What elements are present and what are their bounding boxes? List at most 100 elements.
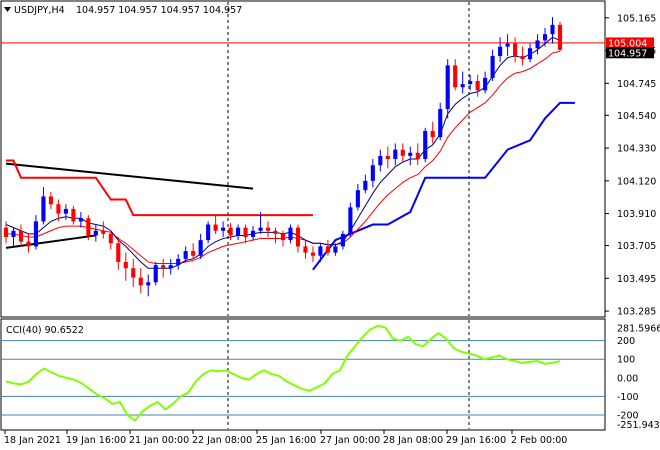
- stop-lines: [6, 101, 575, 271]
- candle-body: [273, 230, 278, 234]
- cci-panel-frame: [0, 318, 606, 431]
- candle-body: [527, 48, 533, 60]
- candle-body: [86, 218, 91, 236]
- candle-body: [415, 152, 420, 159]
- candle-body: [363, 180, 368, 191]
- time-tick-label: 19 Jan 16:00: [66, 435, 126, 446]
- time-tick-label: 21 Jan 00:00: [129, 435, 189, 446]
- candle-body: [393, 149, 398, 159]
- candle-body: [198, 240, 203, 256]
- main-panel-frame: [0, 0, 606, 318]
- candle-body: [520, 56, 525, 60]
- candle-body: [221, 227, 226, 231]
- candle-body: [153, 265, 158, 283]
- candle-body: [161, 265, 166, 269]
- candle-body: [310, 252, 316, 256]
- candle-body: [355, 190, 360, 208]
- cci-tick-label: 200: [617, 336, 635, 347]
- candle-body: [498, 46, 503, 57]
- time-tick-label: 22 Jan 08:00: [192, 435, 252, 446]
- candle-body: [513, 43, 518, 57]
- candle-body: [453, 65, 458, 88]
- price-tick-label: 104.745: [617, 79, 656, 90]
- candle-body: [423, 130, 428, 159]
- price-tick-label: 103.285: [617, 307, 656, 318]
- candle-body: [460, 84, 465, 88]
- candle-body: [542, 34, 548, 41]
- candle-body: [78, 218, 83, 222]
- candle-body: [206, 224, 211, 241]
- candle-body: [213, 224, 218, 231]
- candle-body: [288, 227, 293, 241]
- candle-body: [438, 109, 443, 138]
- time-tick-label: 2 Feb 00:00: [511, 435, 567, 446]
- candle-body: [430, 130, 435, 138]
- candle-body: [483, 77, 488, 91]
- candle-body: [101, 230, 106, 234]
- candle-body: [93, 230, 98, 236]
- candle-body: [236, 227, 241, 236]
- candle-body: [385, 155, 390, 159]
- stop-line-red: [6, 159, 313, 217]
- price-tick-label: 104.120: [617, 176, 656, 187]
- candle-body: [183, 251, 188, 259]
- trend-line[interactable]: [5, 162, 254, 190]
- candle-body: [505, 43, 510, 47]
- candle-body: [63, 208, 68, 214]
- time-tick-label: 25 Jan 16:00: [256, 435, 316, 446]
- candle-body: [108, 233, 113, 244]
- cci-tick-label: 281.5966: [617, 324, 660, 335]
- symbol-label: USDJPY,H4: [14, 5, 65, 16]
- time-tick-label: 29 Jan 16:00: [446, 435, 506, 446]
- candle-body: [557, 24, 563, 50]
- candle-body: [265, 227, 271, 231]
- candle-body: [41, 196, 46, 222]
- stop-line-blue: [312, 101, 575, 271]
- candle-body: [168, 265, 173, 269]
- candle-body: [26, 241, 31, 247]
- candle-body: [228, 227, 233, 236]
- price-tick-label: 103.910: [617, 209, 656, 220]
- candle-body: [18, 230, 24, 242]
- candle-body: [535, 40, 540, 49]
- cci-label: CCI(40) 90.6522: [6, 325, 84, 336]
- candle-body: [295, 227, 301, 247]
- candle-body: [138, 277, 143, 286]
- dropdown-triangle-icon[interactable]: [4, 7, 11, 12]
- price-tick-label: 103.705: [617, 241, 656, 252]
- price-tick-label: 103.495: [617, 274, 656, 285]
- candle-body: [550, 24, 555, 35]
- cci-line: [5, 324, 561, 422]
- current-price-label: 104.957: [608, 48, 647, 59]
- candle-body: [348, 207, 353, 234]
- time-tick-label: 28 Jan 08:00: [383, 435, 443, 446]
- candle-body: [333, 246, 338, 253]
- price-tick-label: 104.540: [617, 111, 656, 122]
- time-tick-label: 27 Jan 00:00: [320, 435, 380, 446]
- candle-body: [400, 149, 405, 156]
- candles: [3, 17, 563, 297]
- price-tick-label: 104.330: [617, 144, 656, 155]
- candle-body: [370, 165, 375, 181]
- price-tick-label: 105.165: [617, 13, 656, 24]
- red-line-price-label: 105.004: [608, 38, 647, 49]
- candle-body: [116, 243, 121, 262]
- candle-body: [468, 81, 473, 85]
- candle-body: [325, 246, 330, 253]
- cci-tick-label: 100: [617, 355, 635, 366]
- candle-body: [146, 282, 151, 286]
- cci-tick-label: -200: [617, 410, 639, 421]
- candle-body: [56, 204, 61, 214]
- red-line-price-tag: 105.004: [606, 37, 654, 49]
- candle-body: [33, 221, 39, 247]
- candle-body: [48, 196, 53, 205]
- cci-tick-label: -100: [617, 392, 639, 403]
- candle-body: [123, 261, 128, 269]
- candle-body: [408, 152, 413, 156]
- candle-body: [258, 227, 263, 231]
- cci-tick-label: 0.00: [617, 373, 638, 384]
- candle-body: [318, 246, 323, 256]
- time-tick-label: 18 Jan 2021: [4, 435, 61, 446]
- candle-body: [176, 258, 181, 266]
